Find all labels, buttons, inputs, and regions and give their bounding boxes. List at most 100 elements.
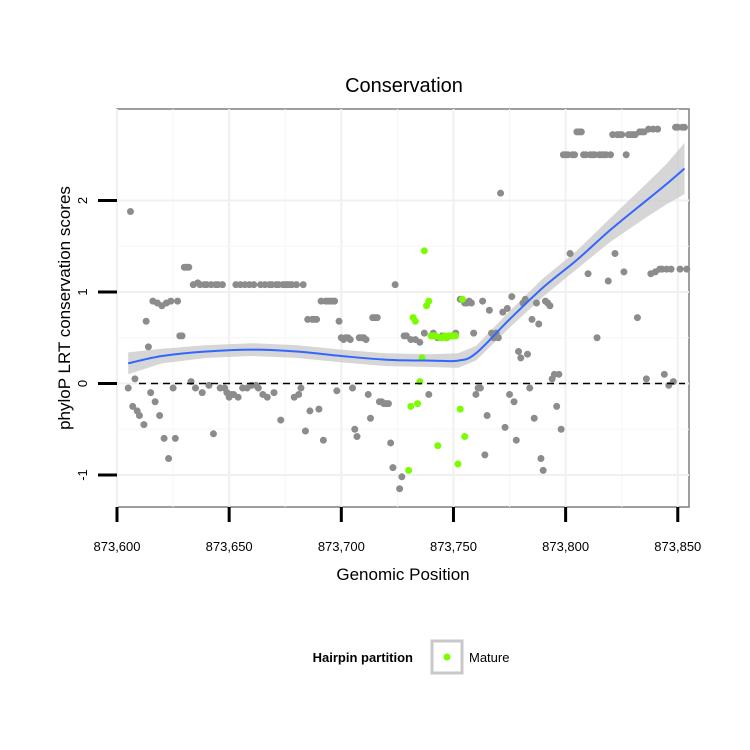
data-point	[479, 297, 487, 305]
data-point	[472, 390, 480, 398]
data-point-mature	[461, 433, 469, 441]
data-point	[485, 306, 493, 314]
data-point	[234, 393, 242, 401]
data-point	[254, 384, 262, 392]
other-points	[124, 123, 691, 493]
data-point-mature	[454, 460, 462, 468]
data-point	[654, 125, 662, 133]
data-point	[129, 402, 137, 410]
data-point	[398, 473, 406, 481]
data-point	[142, 317, 150, 325]
data-point	[126, 207, 134, 215]
data-point	[301, 427, 309, 435]
data-point	[124, 384, 132, 392]
data-point	[218, 281, 226, 289]
data-point	[174, 297, 182, 305]
y-tick-label: 0	[75, 380, 90, 387]
data-point	[165, 455, 173, 463]
data-point	[633, 314, 641, 322]
data-point-mature	[414, 400, 422, 408]
data-point	[494, 334, 502, 342]
data-point	[535, 320, 543, 328]
data-point	[295, 390, 303, 398]
data-point	[606, 151, 614, 159]
data-point-mature	[411, 317, 419, 325]
y-axis-label: phyloP LRT conservation scores	[55, 186, 74, 430]
data-point	[315, 405, 323, 413]
smooth-ribbon	[128, 142, 685, 375]
data-point	[373, 314, 381, 322]
data-point	[470, 329, 478, 337]
data-point	[555, 370, 563, 378]
data-point	[515, 347, 523, 355]
data-point-mature	[405, 466, 413, 474]
data-point	[387, 439, 395, 447]
data-point-mature	[458, 295, 466, 303]
data-point	[420, 329, 428, 337]
data-point	[546, 302, 554, 310]
y-axis: -1 0 1 2	[75, 197, 117, 481]
data-point	[313, 315, 321, 323]
data-point	[577, 128, 585, 136]
data-point	[681, 123, 689, 131]
y-tick-label: 1	[75, 288, 90, 295]
data-point	[198, 389, 206, 397]
legend-title: Hairpin partition	[313, 650, 413, 665]
y-tick-label: -1	[75, 469, 90, 481]
data-point	[532, 299, 540, 307]
legend-label-mature: Mature	[469, 650, 509, 665]
data-point	[521, 295, 529, 303]
data-point	[611, 250, 619, 258]
data-point	[506, 390, 514, 398]
data-point	[676, 265, 684, 273]
data-point	[333, 387, 341, 395]
data-point	[510, 398, 518, 406]
data-point	[523, 350, 531, 358]
data-point	[389, 464, 397, 472]
data-point	[566, 250, 574, 258]
data-point	[178, 332, 186, 340]
smooth-ribbon-group	[128, 142, 685, 375]
data-point	[391, 281, 399, 289]
data-point	[140, 421, 148, 429]
data-point	[620, 268, 628, 276]
data-point	[517, 354, 525, 362]
data-point	[331, 297, 339, 305]
data-point	[277, 416, 285, 424]
data-point	[156, 412, 164, 420]
data-point	[512, 436, 520, 444]
data-point	[160, 434, 168, 442]
mature-points	[405, 247, 469, 474]
x-tick-label: 873,650	[206, 539, 253, 554]
data-point-mature	[452, 332, 460, 340]
data-point	[557, 425, 565, 433]
data-point-mature	[425, 297, 433, 305]
data-point	[270, 389, 278, 397]
data-point	[667, 265, 675, 273]
data-point	[416, 338, 424, 346]
data-point	[185, 263, 193, 271]
smooth-line	[127, 167, 686, 365]
data-point	[384, 400, 392, 408]
data-point-mature	[420, 247, 428, 255]
data-point	[297, 384, 305, 392]
data-point	[476, 384, 484, 392]
data-point	[539, 466, 547, 474]
data-point	[537, 455, 545, 463]
x-tick-label: 873,850	[654, 539, 701, 554]
data-point	[642, 375, 650, 383]
data-point	[622, 151, 630, 159]
data-point-mature	[434, 442, 442, 450]
data-point	[250, 281, 258, 289]
data-point	[683, 265, 691, 273]
data-point	[396, 485, 404, 493]
data-point	[530, 414, 538, 422]
data-point	[209, 430, 217, 438]
chart-title: Conservation	[345, 75, 463, 97]
data-point	[167, 297, 175, 305]
data-point	[362, 336, 370, 344]
data-point	[366, 414, 374, 422]
data-point	[501, 423, 509, 431]
data-point	[508, 293, 516, 301]
